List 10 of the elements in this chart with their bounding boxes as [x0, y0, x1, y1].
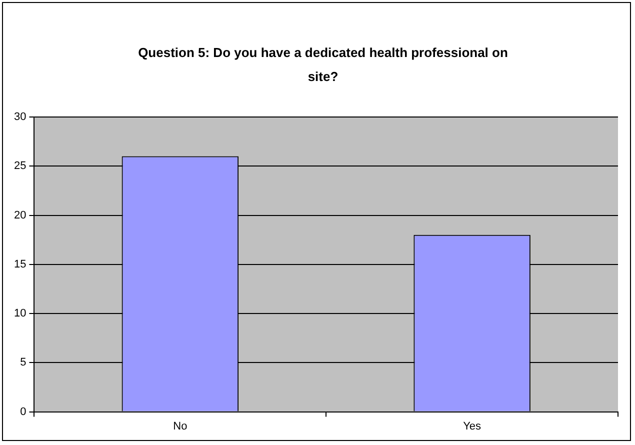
- y-tick-label: 20: [14, 209, 26, 222]
- y-tick-label: 25: [14, 160, 26, 172]
- y-tick-label: 0: [20, 406, 26, 418]
- y-tick-label: 15: [14, 258, 26, 270]
- chart-title: Question 5: Do you have a dedicated health professional on site?: [137, 44, 509, 86]
- y-tick-label: 30: [14, 111, 26, 124]
- x-tick-label: No: [173, 420, 188, 432]
- x-tick-label: Yes: [463, 420, 482, 432]
- y-tick-label: 10: [14, 308, 26, 320]
- y-tick-label: 5: [20, 356, 26, 369]
